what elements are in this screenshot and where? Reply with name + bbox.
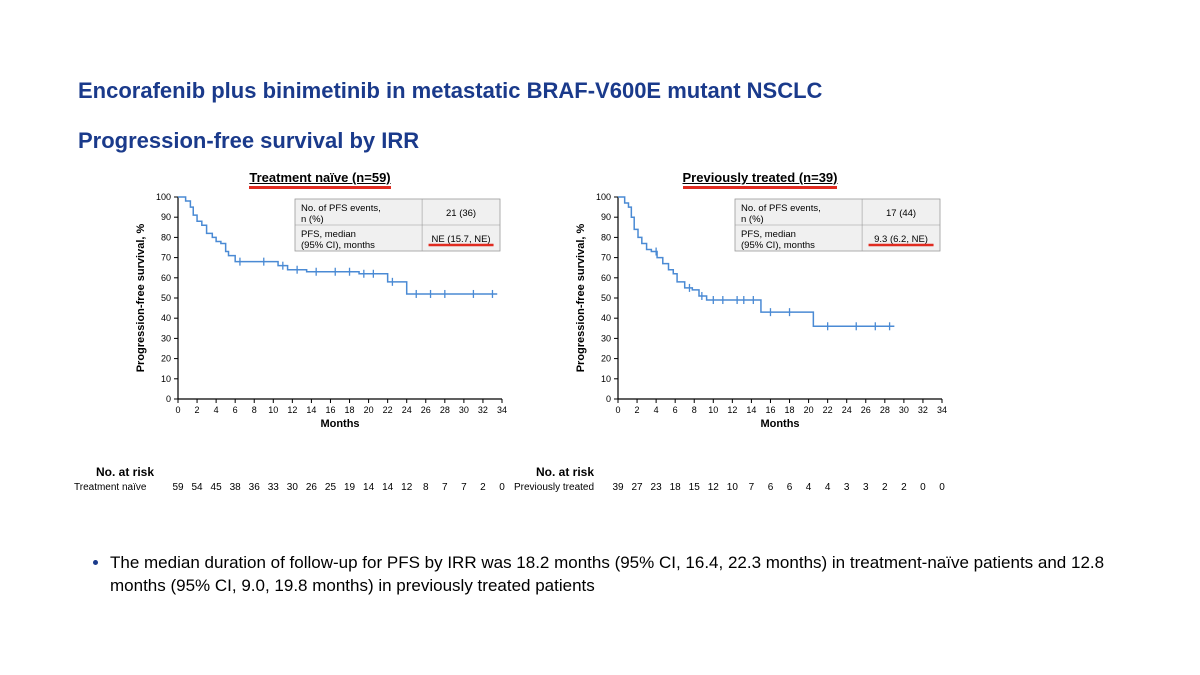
svg-text:Months: Months [760,418,799,429]
svg-text:18: 18 [785,405,795,415]
svg-text:(95% CI), months: (95% CI), months [301,240,375,251]
svg-text:28: 28 [880,405,890,415]
svg-text:10: 10 [708,405,718,415]
svg-text:24: 24 [842,405,852,415]
svg-text:40: 40 [601,313,611,323]
svg-text:NE (15.7, NE): NE (15.7, NE) [431,234,490,245]
svg-text:30: 30 [899,405,909,415]
svg-text:40: 40 [161,313,171,323]
svg-text:10: 10 [161,374,171,384]
svg-text:80: 80 [161,232,171,242]
svg-text:26: 26 [861,405,871,415]
svg-text:2: 2 [195,405,200,415]
svg-text:12: 12 [727,405,737,415]
svg-text:14: 14 [746,405,756,415]
svg-text:9.3 (6.2, NE): 9.3 (6.2, NE) [874,234,928,245]
svg-text:50: 50 [601,293,611,303]
page-subtitle: Progression-free survival by IRR [78,128,419,154]
svg-text:Progression-free survival, %: Progression-free survival, % [575,224,587,373]
svg-text:20: 20 [601,354,611,364]
km-plot-2: 0102030405060708090100024681012141618202… [570,189,950,429]
svg-text:0: 0 [166,394,171,404]
svg-text:32: 32 [478,405,488,415]
svg-text:Progression-free survival, %: Progression-free survival, % [135,224,147,373]
svg-text:34: 34 [497,405,507,415]
svg-text:24: 24 [402,405,412,415]
svg-text:30: 30 [601,333,611,343]
svg-text:8: 8 [692,405,697,415]
svg-text:4: 4 [214,405,219,415]
svg-text:PFS, median: PFS, median [741,229,796,240]
risk-title-2: No. at risk [536,465,594,479]
svg-text:n (%): n (%) [741,214,764,225]
svg-text:60: 60 [161,273,171,283]
svg-text:n (%): n (%) [301,214,324,225]
chart-title-1: Treatment naïve (n=59) [249,170,390,189]
svg-text:90: 90 [601,212,611,222]
risk-row-1: Treatment naïve5954453836333026251914141… [74,482,554,498]
svg-text:6: 6 [673,405,678,415]
svg-text:16: 16 [325,405,335,415]
svg-text:0: 0 [615,405,620,415]
km-plot-1: 0102030405060708090100024681012141618202… [130,189,510,429]
svg-text:26: 26 [421,405,431,415]
svg-text:20: 20 [804,405,814,415]
chart-previously-treated: Previously treated (n=39) 01020304050607… [570,170,950,429]
svg-text:20: 20 [161,354,171,364]
svg-text:(95% CI), months: (95% CI), months [741,240,815,251]
risk-row-2: Previously treated3927231815121076644332… [514,482,994,498]
svg-text:70: 70 [601,253,611,263]
svg-text:70: 70 [161,253,171,263]
chart-title-2: Previously treated (n=39) [683,170,838,189]
page-title: Encorafenib plus binimetinib in metastat… [78,78,822,104]
svg-text:30: 30 [459,405,469,415]
svg-text:6: 6 [233,405,238,415]
svg-text:50: 50 [161,293,171,303]
charts-container: Treatment naïve (n=59) 01020304050607080… [130,170,950,429]
svg-text:90: 90 [161,212,171,222]
svg-text:No. of PFS events,: No. of PFS events, [741,203,821,214]
svg-text:10: 10 [268,405,278,415]
svg-text:0: 0 [606,394,611,404]
svg-text:0: 0 [175,405,180,415]
risk-title-1: No. at risk [96,465,154,479]
svg-text:No. of PFS events,: No. of PFS events, [301,203,381,214]
svg-text:20: 20 [364,405,374,415]
svg-text:4: 4 [654,405,659,415]
svg-text:22: 22 [823,405,833,415]
svg-text:28: 28 [440,405,450,415]
svg-text:12: 12 [287,405,297,415]
svg-text:80: 80 [601,232,611,242]
svg-text:10: 10 [601,374,611,384]
svg-text:8: 8 [252,405,257,415]
svg-text:18: 18 [345,405,355,415]
svg-text:PFS, median: PFS, median [301,229,356,240]
svg-text:21 (36): 21 (36) [446,208,476,219]
svg-text:34: 34 [937,405,947,415]
svg-text:16: 16 [765,405,775,415]
svg-text:32: 32 [918,405,928,415]
svg-text:14: 14 [306,405,316,415]
chart-treatment-naive: Treatment naïve (n=59) 01020304050607080… [130,170,510,429]
svg-text:100: 100 [596,192,611,202]
svg-text:30: 30 [161,333,171,343]
svg-text:2: 2 [635,405,640,415]
footnote-text: The median duration of follow-up for PFS… [110,552,1110,598]
svg-text:100: 100 [156,192,171,202]
svg-text:22: 22 [383,405,393,415]
svg-text:17 (44): 17 (44) [886,208,916,219]
svg-text:60: 60 [601,273,611,283]
footnote-bullet: The median duration of follow-up for PFS… [90,552,1110,598]
svg-text:Months: Months [320,418,359,429]
